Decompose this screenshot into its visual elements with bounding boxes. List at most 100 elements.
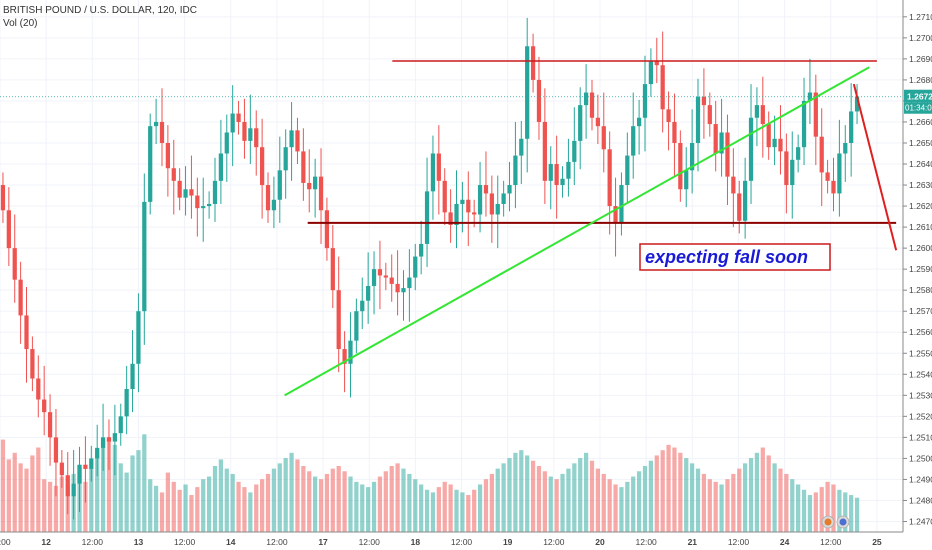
candle-body [536,79,542,122]
annotation-text: expecting fall soon [645,247,808,267]
candle-body [430,153,436,192]
x-tick-label: 12:00 [820,537,842,547]
ascending-trend-line[interactable] [284,66,870,397]
candle-body [118,416,123,434]
candle-body [737,193,742,221]
volume-bar [489,473,494,532]
volume-bar [807,495,813,532]
candle-body [401,288,406,293]
drawings [0,60,903,397]
x-tick-label: 12:00 [543,537,565,547]
time-axis[interactable]: 00:00 12 12:00 13 12:00 14 12:00 17 12:00 18 12:00… [0,531,903,547]
volume-bar [843,492,848,532]
candle-body [71,483,76,497]
price-axis[interactable]: 1.27101.27001.26901.26801.26701.26601.26… [902,0,932,532]
volume-bars [0,434,860,532]
symbol-title[interactable]: BRITISH POUND / U.S. DOLLAR, 120, IDC [3,5,197,16]
candle-body [819,136,824,173]
candle-body [454,203,459,225]
candle-body [265,185,271,211]
volume-bar [271,468,277,532]
candle-body [507,185,512,194]
y-tick-label: 1.2580 [909,285,932,295]
volume-indicator-label[interactable]: Vol (20) [3,18,37,29]
volume-bar [371,481,377,532]
volume-bar [619,487,624,532]
volume-bar [318,479,324,532]
volume-bar [389,466,394,532]
volume-bar [230,473,235,532]
candle-body [419,243,424,257]
volume-bar [731,473,736,532]
calendar-event-flags[interactable] [821,515,850,529]
candle-body [307,182,312,190]
candle-body [566,161,571,179]
volume-bar [642,466,648,532]
y-tick-label: 1.2680 [909,75,932,85]
volume-bar [831,484,836,532]
candle-body [177,180,182,198]
volume-bar [595,468,600,532]
candle-body [53,437,59,463]
volume-bar [748,458,754,532]
candle-body [289,130,294,148]
volume-bar [636,471,642,532]
volume-bar [754,452,760,532]
candle-body [772,138,777,148]
volume-bar [130,455,135,532]
candle-body [130,363,135,390]
x-tick-label: 12:00 [451,537,473,547]
candle-body [784,151,789,186]
volume-bar [707,479,712,532]
candle-body [242,121,247,141]
volume-bar [218,459,224,532]
volume-bar [112,444,117,532]
candle-body [354,311,359,341]
volume-bar [631,476,636,532]
volume-bar [666,444,671,532]
annotation[interactable]: expecting fall soon [639,243,831,271]
candle-body [136,311,141,364]
volume-bar [171,481,176,532]
volume-bar [796,484,801,532]
volume-bar [206,476,212,532]
volume-bar [100,439,106,532]
volume-bar [448,484,453,532]
y-tick-label: 1.2510 [909,432,932,442]
volume-bar [784,473,789,532]
volume-bar [413,479,418,532]
volume-bar [819,487,824,532]
volume-bar [530,460,536,532]
volume-bar [854,497,860,532]
volume-bar [725,479,730,532]
volume-bar [648,460,654,532]
volume-bar [307,471,312,532]
volume-bar [625,481,630,532]
x-tick-label: 18 [411,537,421,547]
candle-body [489,193,494,215]
candle-body [743,180,748,221]
volume-bar [766,455,771,532]
candle-body [625,155,630,186]
volume-bar [560,473,565,532]
candle-body [218,153,224,181]
volume-bar [42,479,47,532]
annotation-box[interactable] [639,243,831,271]
candle-body [854,96,860,112]
y-tick-label: 1.2660 [909,117,932,127]
x-tick-label: 00:00 [0,537,11,547]
forecast-arrow-line[interactable] [852,83,898,251]
candle-body [483,185,489,194]
candle-body [295,130,300,152]
y-tick-label: 1.2600 [909,243,932,253]
candle-body [801,100,807,148]
volume-bar [277,463,282,532]
candle-body [725,132,730,177]
volume-bar [360,484,365,532]
candle-body [477,185,483,215]
candle-body [65,475,70,497]
volume-bar [313,476,318,532]
